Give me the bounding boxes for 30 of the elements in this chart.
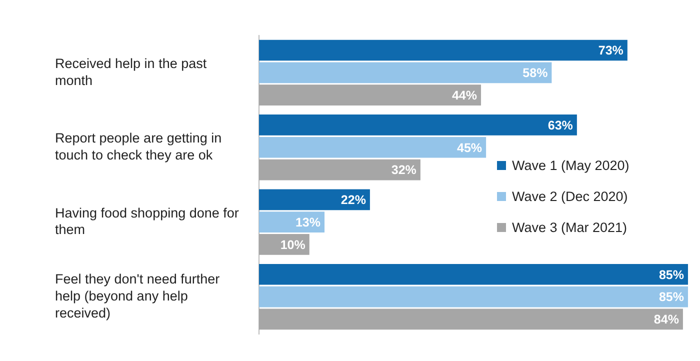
bar bbox=[258, 40, 628, 61]
y-tick-label: Feel they don't need further help (beyond any help received) bbox=[55, 272, 220, 320]
bar bbox=[258, 159, 420, 180]
data-label: 44% bbox=[452, 88, 478, 103]
data-label: 10% bbox=[280, 238, 306, 252]
data-label: 58% bbox=[522, 66, 548, 80]
data-label: 32% bbox=[391, 163, 416, 178]
legend-label: Wave 2 (Dec 2020) bbox=[512, 189, 628, 204]
bar bbox=[258, 189, 370, 210]
bar bbox=[258, 136, 486, 158]
data-label: 22% bbox=[340, 193, 366, 208]
data-label: 85% bbox=[658, 268, 684, 282]
bar bbox=[258, 114, 577, 136]
data-label: 85% bbox=[658, 290, 684, 304]
data-label: 63% bbox=[548, 118, 573, 132]
bar bbox=[258, 212, 325, 232]
data-label: 13% bbox=[295, 216, 321, 230]
y-tick-label: Received help in the past month bbox=[55, 56, 207, 88]
y-tick-label: Having food shopping done for them bbox=[55, 205, 240, 238]
bar bbox=[258, 62, 552, 84]
data-label: 73% bbox=[598, 44, 624, 58]
data-label: 45% bbox=[457, 140, 482, 155]
bar bbox=[258, 264, 688, 285]
legend-label: Wave 1 (May 2020) bbox=[512, 158, 630, 173]
bar bbox=[258, 308, 683, 330]
bar bbox=[258, 84, 482, 106]
data-label: 84% bbox=[654, 312, 679, 327]
bar bbox=[258, 286, 688, 308]
legend-label: Wave 3 (Mar 2021) bbox=[512, 220, 628, 235]
y-tick-label: Report people are getting in touch to check they are ok bbox=[55, 130, 222, 163]
